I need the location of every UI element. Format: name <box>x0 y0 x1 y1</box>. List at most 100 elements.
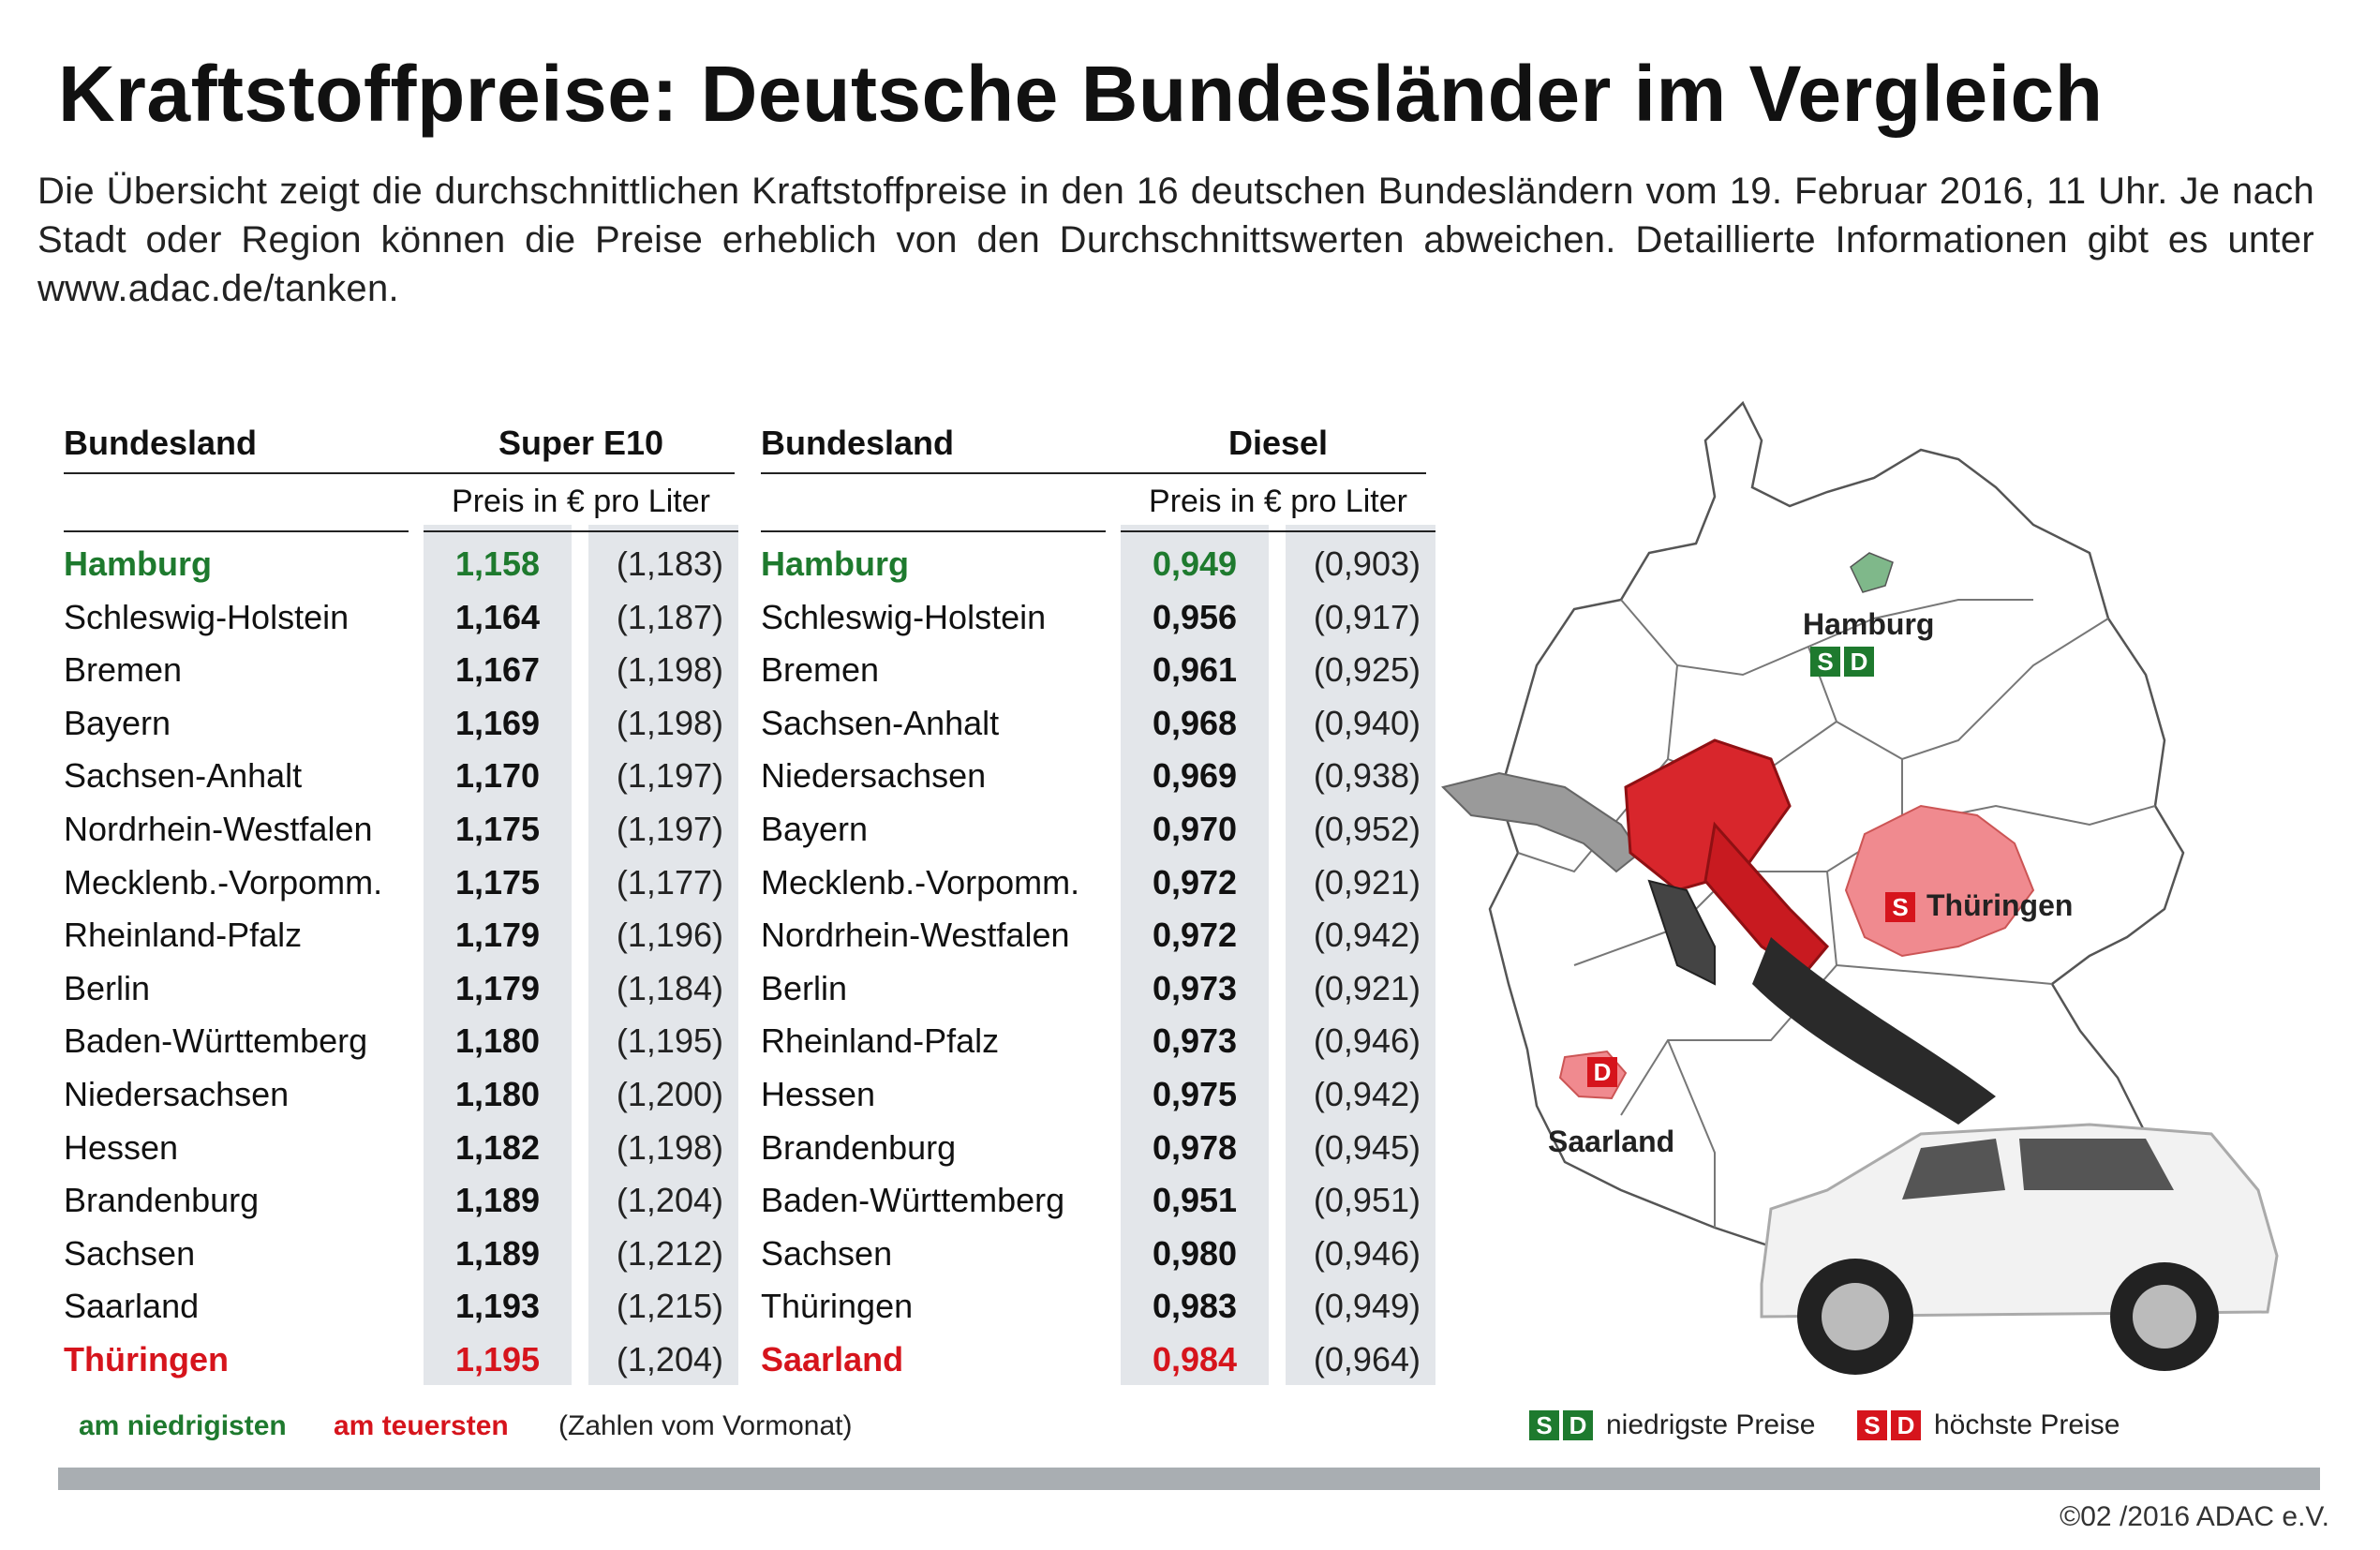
table-row: Bayern 1,169 (1,198) <box>64 696 776 749</box>
table-row: Sachsen-Anhalt 1,170 (1,197) <box>64 749 776 801</box>
state-name: Sachsen <box>64 1233 196 1273</box>
table-row: Niedersachsen 1,180 (1,200) <box>64 1067 776 1120</box>
table-row: Rheinland-Pfalz 0,973 (0,946) <box>761 1014 1473 1066</box>
current-price: 1,175 <box>454 810 541 848</box>
price-column-bg <box>1121 525 1269 1385</box>
current-price: 1,158 <box>454 544 541 583</box>
state-name: Bremen <box>64 650 183 690</box>
state-name: Berlin <box>761 968 848 1007</box>
state-name: Berlin <box>64 968 151 1007</box>
current-price: 1,180 <box>454 1075 541 1113</box>
hamburg-label: Hamburg <box>1803 607 1935 641</box>
current-price: 1,167 <box>454 650 541 690</box>
current-price: 1,179 <box>454 968 541 1007</box>
current-price: 0,951 <box>1152 1181 1238 1220</box>
current-price: 0,973 <box>1152 1021 1238 1061</box>
state-name: Sachsen <box>761 1233 893 1273</box>
current-price: 0,968 <box>1152 703 1238 742</box>
header-bundesland: Bundesland <box>761 424 955 462</box>
current-price: 0,978 <box>1152 1127 1238 1167</box>
state-name: Hessen <box>761 1075 876 1113</box>
previous-month-price: (0,903) <box>1313 544 1421 583</box>
table-row: Brandenburg 0,978 (0,945) <box>761 1121 1473 1173</box>
state-name: Brandenburg <box>761 1127 957 1167</box>
previous-month-price: (0,949) <box>1313 1287 1421 1326</box>
table-row: Baden-Württemberg 0,951 (0,951) <box>761 1173 1473 1226</box>
saarland-badge: D <box>1587 1057 1621 1087</box>
previous-month-price: (1,183) <box>616 544 723 583</box>
table-row: Mecklenb.-Vorpomm. 0,972 (0,921) <box>761 856 1473 908</box>
current-price: 0,972 <box>1152 916 1238 955</box>
previous-month-price: (1,195) <box>616 1021 723 1061</box>
current-price: 0,956 <box>1152 597 1238 636</box>
hamburg-region <box>1850 552 1894 593</box>
previous-month-price: (0,942) <box>1313 1075 1421 1113</box>
state-name: Brandenburg <box>64 1181 260 1220</box>
state-name: Rheinland-Pfalz <box>64 916 303 955</box>
legend-note: (Zahlen vom Vormonat) <box>558 1410 853 1441</box>
legend-badge-s-red: S <box>1857 1410 1887 1441</box>
previous-month-price: (1,184) <box>616 968 723 1007</box>
table-row: Schleswig-Holstein 1,164 (1,187) <box>64 590 776 643</box>
table-row: Bremen 0,961 (0,925) <box>761 643 1473 695</box>
current-price: 1,169 <box>454 703 541 742</box>
previous-month-price: (1,204) <box>616 1340 723 1379</box>
previous-month-price: (0,925) <box>1313 650 1421 690</box>
state-name: Niedersachsen <box>761 756 987 796</box>
previous-month-price: (0,921) <box>1313 968 1421 1007</box>
header-diesel: Diesel <box>1227 424 1329 462</box>
previous-month-price: (0,946) <box>1313 1233 1421 1273</box>
previous-month-price: (0,938) <box>1313 756 1421 796</box>
previous-month-price: (1,198) <box>616 703 723 742</box>
state-name: Sachsen-Anhalt <box>761 703 1000 742</box>
previous-month-price: (1,198) <box>616 650 723 690</box>
table-row: Saarland 0,984 (0,964) <box>761 1333 1473 1385</box>
fuel-nozzle-illustration <box>1441 738 1996 1125</box>
state-name: Baden-Württemberg <box>64 1021 368 1061</box>
previous-month-price: (1,204) <box>616 1181 723 1220</box>
copyright: ©02 /2016 ADAC e.V. <box>2060 1501 2329 1532</box>
legend-badge-s-green: S <box>1529 1410 1559 1441</box>
state-name: Hessen <box>64 1127 179 1167</box>
header-bundesland: Bundesland <box>64 424 258 462</box>
state-name: Nordrhein-Westfalen <box>761 916 1070 955</box>
table-row: Sachsen 0,980 (0,946) <box>761 1227 1473 1279</box>
header-rule <box>761 472 1426 474</box>
table-row: Mecklenb.-Vorpomm. 1,175 (1,177) <box>64 856 776 908</box>
legend-lowest-label: niedrigste Preise <box>1606 1409 1816 1441</box>
state-name: Schleswig-Holstein <box>761 597 1047 636</box>
current-price: 1,180 <box>454 1021 541 1061</box>
previous-month-price: (1,187) <box>616 597 723 636</box>
table-row: Saarland 1,193 (1,215) <box>64 1279 776 1332</box>
table-row: Hamburg 1,158 (1,183) <box>64 537 776 589</box>
table-row: Schleswig-Holstein 0,956 (0,917) <box>761 590 1473 643</box>
current-price: 1,179 <box>454 916 541 955</box>
previous-month-price: (1,196) <box>616 916 723 955</box>
current-price: 0,972 <box>1152 862 1238 902</box>
state-name: Niedersachsen <box>64 1075 290 1113</box>
table-row: Thüringen 1,195 (1,204) <box>64 1333 776 1385</box>
previous-month-price: (0,942) <box>1313 916 1421 955</box>
state-name: Bayern <box>64 703 171 742</box>
table-row: Hamburg 0,949 (0,903) <box>761 537 1473 589</box>
previous-month-price: (0,964) <box>1313 1340 1421 1379</box>
germany-map-illustration <box>1441 400 2279 1375</box>
table-row: Bayern 0,970 (0,952) <box>761 802 1473 855</box>
current-price: 0,980 <box>1152 1233 1238 1273</box>
table-row: Berlin 1,179 (1,184) <box>64 961 776 1014</box>
table-row: Thüringen 0,983 (0,949) <box>761 1279 1473 1332</box>
table-row: Brandenburg 1,189 (1,204) <box>64 1173 776 1226</box>
state-name: Nordrhein-Westfalen <box>64 810 373 848</box>
current-price: 0,975 <box>1152 1075 1238 1113</box>
current-price: 0,949 <box>1152 544 1238 583</box>
current-price: 1,189 <box>454 1233 541 1273</box>
state-name: Schleswig-Holstein <box>64 597 350 636</box>
legend-badge-d-red: D <box>1891 1410 1921 1441</box>
header-super-e10: Super E10 <box>498 424 664 462</box>
state-name: Saarland <box>64 1287 200 1326</box>
thueringen-badge: S <box>1885 892 1919 922</box>
unit-rule-right <box>424 530 738 532</box>
current-price: 1,189 <box>454 1181 541 1220</box>
table-row: Baden-Württemberg 1,180 (1,195) <box>64 1014 776 1066</box>
previous-month-price: (1,198) <box>616 1127 723 1167</box>
